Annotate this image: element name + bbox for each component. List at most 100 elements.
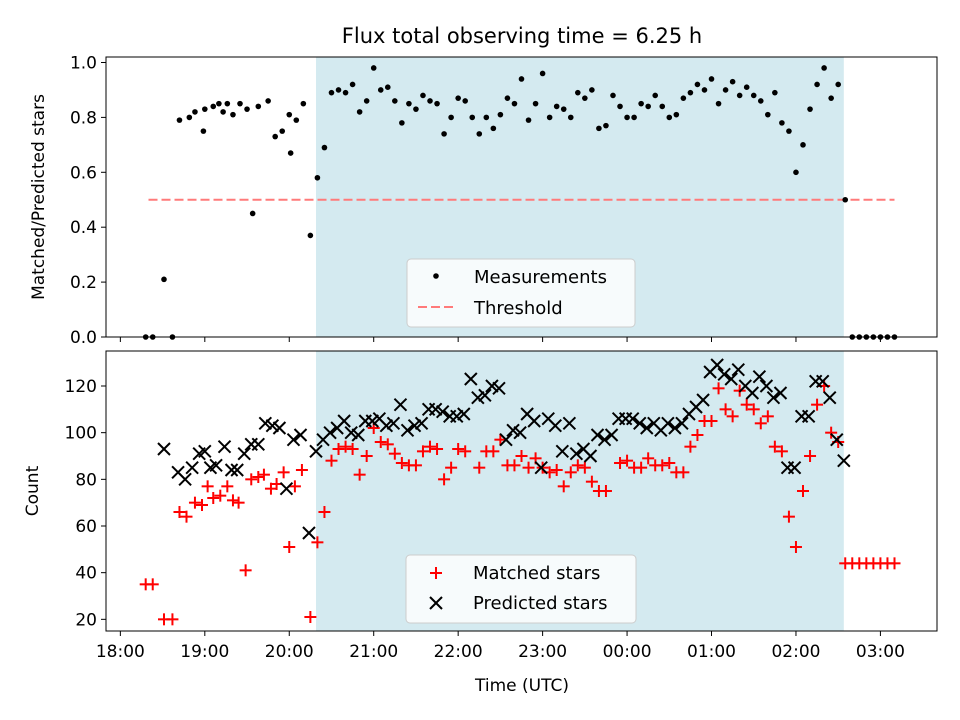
- matched-star-point: [332, 443, 345, 455]
- measurement-point: [328, 89, 335, 96]
- measurement-point: [469, 114, 476, 121]
- matched-star-point: [424, 440, 437, 453]
- predicted-star-point: [597, 432, 612, 447]
- top-y-tick-label: 0.0: [70, 328, 97, 348]
- matched-star-point: [522, 461, 535, 474]
- measurement-point: [793, 169, 799, 176]
- matched-star-point: [166, 613, 179, 626]
- measurement-point: [504, 95, 511, 101]
- predicted-star-point: [590, 428, 605, 442]
- matched-star-point: [656, 459, 669, 472]
- predicted-star-point: [337, 414, 351, 428]
- predicted-star-point: [766, 390, 781, 405]
- measurement-point: [356, 109, 363, 115]
- matched-star-point: [395, 457, 408, 469]
- measurement-point: [455, 95, 461, 101]
- measurement-point: [237, 100, 243, 107]
- predicted-star-point: [745, 386, 760, 400]
- measurement-point: [244, 106, 250, 112]
- matched-star-point: [409, 459, 422, 472]
- measurement-point: [701, 87, 708, 93]
- predicted-star-point: [178, 472, 192, 487]
- x-tick-label: 18:00: [96, 642, 145, 662]
- matched-star-point: [726, 410, 739, 423]
- x-tick-label: 23:00: [518, 642, 567, 662]
- measurement-point: [192, 109, 198, 115]
- x-tick-label: 19:00: [180, 642, 229, 662]
- matched-star-point: [754, 417, 767, 430]
- measurement-point: [814, 81, 820, 88]
- predicted-star-point: [279, 481, 294, 496]
- bottom-y-tick-label: 80: [75, 470, 97, 490]
- bottom-legend: Matched stars Predicted stars: [405, 554, 637, 624]
- measurement-point: [659, 103, 666, 110]
- predicted-stars-points: [157, 358, 851, 540]
- predicted-star-point: [562, 416, 577, 431]
- top-panel: 0.0 0.2 0.4 0.6 0.8 1.0 Matched/Predicted sta…: [29, 53, 938, 348]
- predicted-star-point: [217, 439, 232, 454]
- bottom-panel: 20 40 60 80 100 120 18:00 19:00 20:00 21:00 22:00…: [23, 350, 938, 696]
- measurement-point: [249, 210, 256, 217]
- predicted-star-point: [302, 526, 316, 540]
- measurement-point: [220, 109, 226, 115]
- measurement-point: [582, 95, 588, 101]
- matched-star-point: [325, 454, 338, 467]
- legend-matched-marker: [430, 567, 442, 579]
- bottom-x-axis: 18:00 19:00 20:00 21:00 22:00 23:00 00:00 01:00…: [96, 631, 905, 662]
- predicted-star-point: [830, 432, 844, 447]
- predicted-star-point: [548, 418, 562, 433]
- measurement-point: [176, 117, 183, 123]
- measurement-point: [335, 87, 342, 93]
- predicted-star-point: [633, 416, 647, 431]
- measurement-point: [420, 92, 426, 99]
- predicted-star-point: [731, 362, 745, 377]
- matched-star-point: [797, 485, 810, 497]
- matched-star-point: [431, 443, 444, 455]
- x-tick-label: 01:00: [687, 642, 736, 662]
- matched-star-point: [564, 466, 577, 479]
- predicted-star-point: [752, 369, 767, 384]
- measurement-point: [518, 76, 525, 82]
- top-y-axis: 0.0 0.2 0.4 0.6 0.8 1.0: [70, 53, 106, 348]
- predicted-star-point: [717, 367, 731, 382]
- measurement-point: [202, 106, 208, 112]
- matched-star-point: [768, 440, 781, 453]
- measurement-point: [448, 114, 454, 121]
- matched-star-point: [180, 510, 193, 523]
- matched-star-point: [295, 464, 308, 476]
- matched-star-point: [346, 443, 359, 455]
- matched-star-point: [719, 403, 732, 416]
- predicted-star-point: [773, 386, 788, 400]
- measurement-point: [441, 131, 447, 137]
- matched-star-point: [677, 466, 690, 479]
- measurement-point: [553, 103, 560, 110]
- matched-star-point: [789, 541, 802, 553]
- measurement-point: [224, 100, 231, 107]
- predicted-star-point: [625, 411, 640, 426]
- matched-star-point: [550, 464, 563, 476]
- matched-star-point: [775, 445, 788, 458]
- x-tick-label: 22:00: [434, 642, 483, 662]
- bottom-y-tick-label: 120: [65, 377, 97, 397]
- bottom-y-axis: 20 40 60 80 100 120: [65, 377, 106, 630]
- measurement-point: [314, 174, 321, 181]
- predicted-star-point: [478, 388, 492, 403]
- matched-star-point: [146, 578, 159, 591]
- top-y-tick-label: 0.2: [70, 273, 97, 293]
- matched-star-point: [782, 510, 795, 523]
- predicted-star-point: [816, 374, 830, 389]
- matched-star-point: [761, 410, 774, 423]
- measurement-point: [255, 103, 262, 110]
- measurement-point: [406, 100, 412, 107]
- predicted-star-point: [198, 444, 212, 459]
- matched-star-point: [226, 494, 239, 507]
- matched-star-point: [304, 611, 317, 623]
- predicted-star-point: [230, 463, 244, 477]
- measurement-point: [321, 144, 328, 151]
- legend-measurements-label: Measurements: [474, 267, 607, 288]
- measurement-point: [539, 70, 546, 77]
- measurement-point: [722, 87, 729, 93]
- bottom-y-tick-label: 100: [65, 424, 97, 444]
- bottom-y-axis-label: Count: [23, 465, 43, 516]
